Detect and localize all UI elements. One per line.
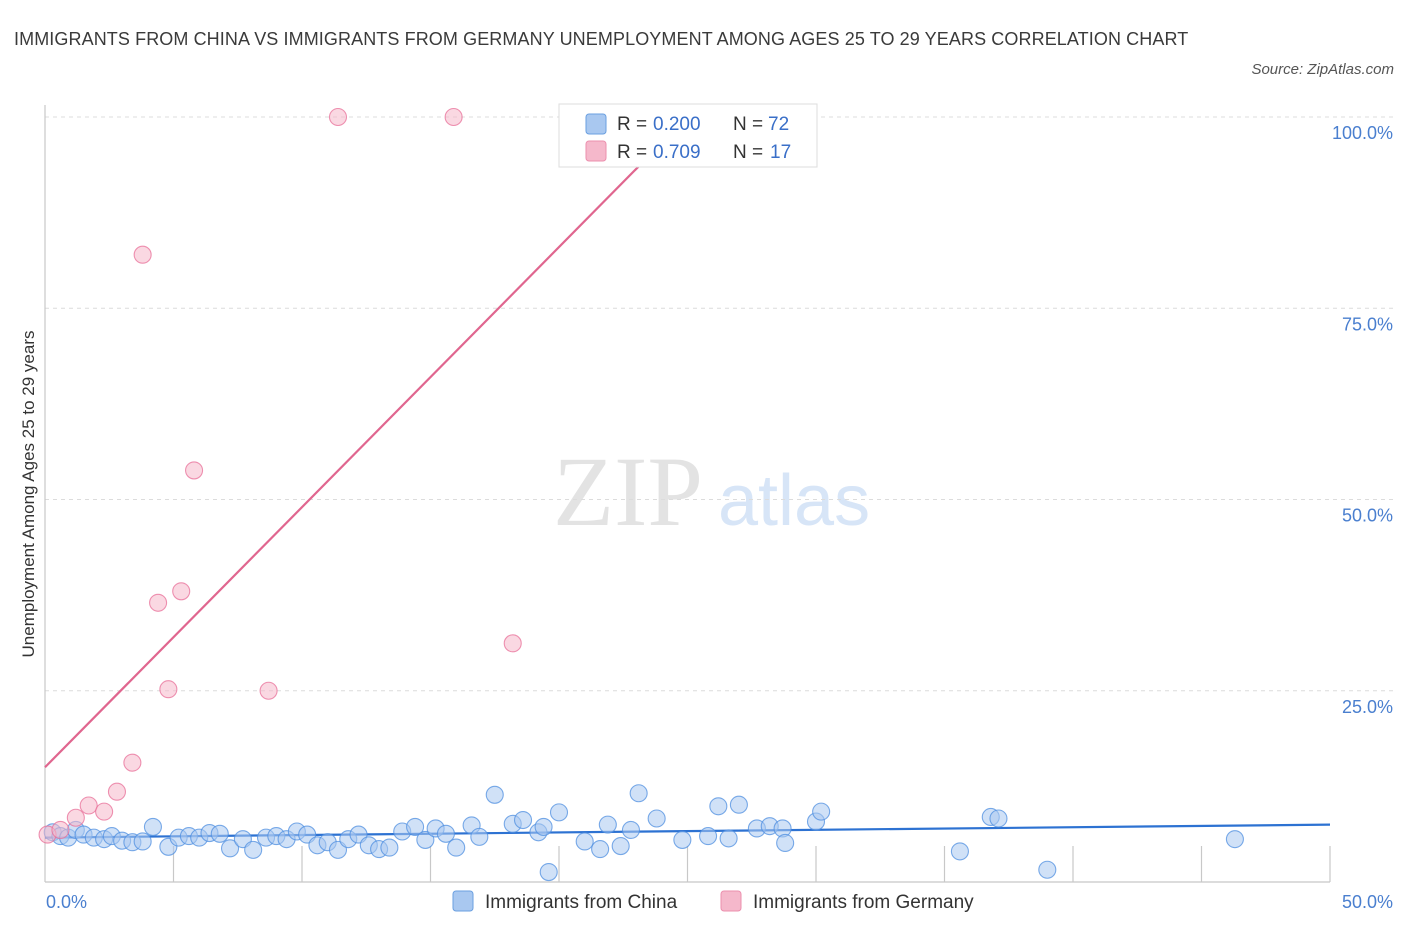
data-point-germany bbox=[51, 820, 70, 840]
bottom-legend-label-china: Immigrants from China bbox=[485, 892, 678, 913]
data-point-china bbox=[485, 785, 504, 804]
data-point-china bbox=[416, 830, 435, 849]
bottom-legend-swatch-china bbox=[452, 890, 474, 912]
data-point-china bbox=[220, 839, 240, 858]
y-tick-label: 25.0% bbox=[1342, 697, 1393, 717]
legend-r-value-china: 0.200 bbox=[653, 114, 701, 135]
y-tick-label: 50.0% bbox=[1342, 506, 1393, 526]
legend-swatch-china bbox=[585, 113, 607, 135]
data-point-china bbox=[729, 795, 748, 814]
data-point-germany bbox=[66, 808, 85, 827]
grid-lines bbox=[45, 116, 1395, 692]
data-point-china bbox=[621, 820, 641, 840]
data-point-china bbox=[244, 840, 263, 859]
data-point-china bbox=[699, 827, 718, 846]
data-point-china bbox=[1225, 830, 1244, 849]
y-tick-labels: 25.0% 50.0% 75.0% 100.0% bbox=[1332, 123, 1393, 717]
data-point-china bbox=[539, 863, 558, 882]
data-point-china bbox=[575, 832, 594, 851]
data-point-germany bbox=[107, 782, 127, 801]
legend-n-label-china: N = bbox=[733, 114, 763, 135]
data-point-china bbox=[133, 832, 152, 851]
data-point-china bbox=[513, 810, 533, 830]
y-axis-label: Unemployment Among Ages 25 to 29 years bbox=[19, 331, 38, 658]
legend-r-label-germany: R = bbox=[617, 142, 647, 163]
data-point-china bbox=[591, 840, 610, 859]
x-tick-label-max: 50.0% bbox=[1342, 892, 1393, 912]
y-tick-label: 100.0% bbox=[1332, 123, 1393, 143]
data-point-china bbox=[1038, 860, 1057, 879]
bottom-legend-label-germany: Immigrants from Germany bbox=[753, 892, 974, 913]
y-tick-label: 75.0% bbox=[1342, 314, 1393, 334]
data-point-germany bbox=[444, 107, 463, 127]
axes bbox=[44, 105, 1331, 883]
source-credit: Source: ZipAtlas.com bbox=[1251, 61, 1394, 78]
legend-n-value-germany: 17 bbox=[770, 142, 791, 163]
data-point-china bbox=[709, 797, 728, 816]
watermark-zip: ZIP bbox=[553, 436, 703, 547]
data-point-china bbox=[210, 824, 229, 843]
legend-n-value-china: 72 bbox=[768, 114, 789, 135]
x-tick-label-min: 0.0% bbox=[46, 892, 87, 912]
chart-title: IMMIGRANTS FROM CHINA VS IMMIGRANTS FROM… bbox=[14, 29, 1189, 49]
data-point-germany bbox=[95, 802, 114, 821]
data-point-china bbox=[611, 836, 630, 856]
data-point-germany bbox=[79, 796, 98, 815]
data-point-china bbox=[989, 809, 1008, 828]
data-point-germany bbox=[185, 461, 204, 480]
data-point-germany bbox=[172, 582, 191, 601]
data-point-germany bbox=[133, 245, 152, 264]
data-point-china bbox=[776, 833, 795, 853]
data-point-germany bbox=[159, 680, 178, 699]
data-point-china bbox=[950, 842, 969, 861]
data-point-china bbox=[470, 827, 489, 846]
data-point-china bbox=[380, 838, 399, 857]
watermark-atlas: atlas bbox=[718, 461, 870, 541]
data-point-china bbox=[719, 829, 738, 848]
data-point-china bbox=[549, 803, 569, 822]
trend-line-germany bbox=[44, 116, 689, 769]
data-point-china bbox=[598, 815, 617, 834]
top-legend: R = 0.200 N = 72 R = 0.709 N = 17 bbox=[558, 103, 818, 168]
data-points bbox=[38, 107, 1244, 882]
data-point-china bbox=[143, 817, 162, 836]
data-point-germany bbox=[123, 753, 142, 772]
legend-swatch-germany bbox=[585, 140, 607, 162]
legend-n-label-germany: N = bbox=[733, 142, 763, 163]
bottom-legend-swatch-germany bbox=[720, 890, 742, 912]
bottom-legend: Immigrants from China Immigrants from Ge… bbox=[452, 890, 974, 913]
data-point-china bbox=[406, 817, 425, 836]
data-point-china bbox=[647, 809, 666, 828]
data-point-china bbox=[436, 824, 455, 843]
data-point-germany bbox=[503, 634, 522, 653]
legend-r-label-china: R = bbox=[617, 114, 647, 135]
data-point-germany bbox=[328, 107, 348, 127]
data-point-germany bbox=[149, 593, 168, 612]
data-point-china bbox=[673, 830, 692, 849]
data-point-china bbox=[629, 784, 648, 803]
data-point-china bbox=[447, 838, 466, 857]
legend-r-value-germany: 0.709 bbox=[653, 142, 701, 163]
data-point-germany bbox=[259, 681, 278, 700]
data-point-china bbox=[534, 817, 553, 836]
data-point-china bbox=[812, 802, 831, 821]
